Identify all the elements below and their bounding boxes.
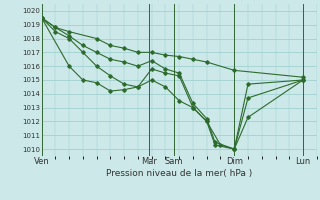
X-axis label: Pression niveau de la mer( hPa ): Pression niveau de la mer( hPa ) [106,169,252,178]
